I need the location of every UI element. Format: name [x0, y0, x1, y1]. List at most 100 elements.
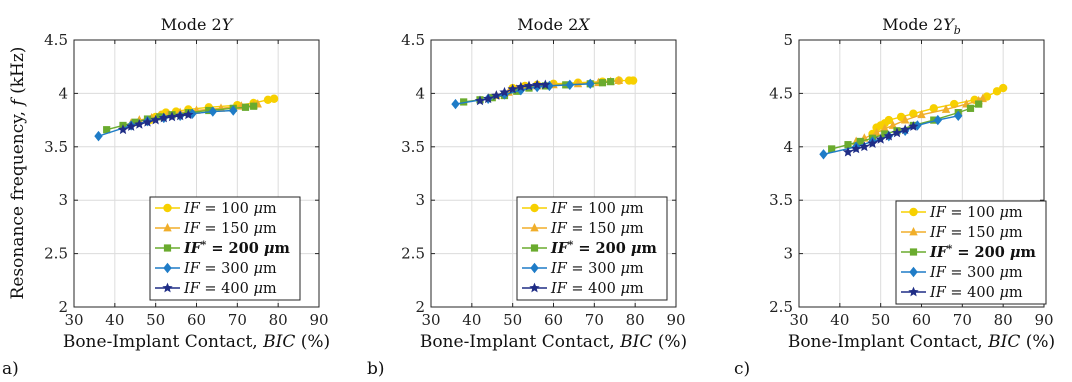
legend-label: IF* = 200 μm: [929, 244, 1037, 261]
data-point: [451, 98, 460, 110]
data-point: [917, 109, 926, 119]
legend-marker: [530, 223, 539, 232]
legend-label: IF = 300 μm: [929, 265, 1023, 281]
x-axis-label: Bone-Implant Contact, BIC (%): [420, 332, 687, 352]
data-point: [954, 110, 963, 122]
data-point: [998, 83, 1008, 93]
data-point: [614, 75, 624, 84]
x-tick-label: 60: [912, 311, 931, 329]
data-point: [888, 120, 898, 129]
data-point: [460, 98, 468, 106]
data-point: [975, 100, 983, 108]
data-point: [607, 78, 615, 86]
data-point: [134, 118, 145, 129]
y-tick-label: 3.5: [401, 138, 425, 156]
data-point: [628, 76, 638, 85]
data-point: [966, 104, 975, 112]
y-tick-label: 3.5: [44, 138, 68, 156]
data-point: [872, 127, 881, 137]
y-tick-label: 5: [783, 31, 793, 49]
chart-panel-2: 30 40 50 60 70 80 90 2 2.5 3 3.5 4 4.5 Mode 2X Bone-Im…: [367, 15, 687, 379]
data-point: [880, 123, 889, 133]
data-point: [978, 93, 987, 103]
y-tick-label: 4.5: [769, 84, 793, 102]
data-point: [900, 115, 910, 124]
data-point: [474, 95, 486, 106]
data-point: [515, 81, 526, 92]
data-point: [844, 141, 852, 149]
y-tick-label: 3: [415, 191, 425, 209]
legend-marker: [163, 223, 172, 232]
x-axis-label: Bone-Implant Contact, BIC (%): [788, 332, 1055, 352]
legend-label: IF* = 200 μm: [550, 240, 658, 257]
y-tick-label: 2.5: [769, 298, 793, 316]
x-tick-label: 40: [462, 311, 481, 329]
legend-marker: [530, 262, 539, 274]
data-point: [881, 130, 889, 138]
legend-marker: [163, 203, 172, 213]
x-tick-label: 40: [830, 311, 849, 329]
legend-label: IF = 300 μm: [550, 261, 644, 277]
legend-label: IF = 100 μm: [183, 201, 277, 217]
x-tick-label: 60: [187, 311, 206, 329]
data-point: [908, 121, 919, 131]
y-tick-label: 4: [415, 84, 425, 102]
data-point: [941, 104, 951, 113]
data-point: [545, 80, 554, 92]
y-tick-label: 4.5: [44, 31, 68, 49]
data-point: [131, 118, 139, 126]
data-point: [491, 90, 502, 100]
data-point: [851, 143, 862, 154]
chart-title: Mode 2Yb: [882, 15, 961, 37]
panel-label: b): [367, 359, 385, 379]
data-point: [586, 78, 595, 89]
data-point: [929, 104, 938, 113]
chart-title: Mode 2X: [517, 15, 590, 34]
chart-panel-1: 30 40 50 60 70 80 90 2 2.5 3 3.5 4 4.5 Mode 2Y Bone-Im…: [2, 15, 330, 379]
data-point: [859, 141, 870, 152]
x-tick-label: 70: [953, 311, 972, 329]
data-point: [875, 133, 886, 144]
legend-label: IF = 400 μm: [929, 285, 1023, 301]
data-point: [250, 102, 258, 110]
data-point: [241, 103, 250, 111]
y-tick-label: 4.5: [401, 31, 425, 49]
data-point: [103, 126, 111, 134]
x-tick-label: 80: [994, 311, 1013, 329]
legend-label: IF = 400 μm: [183, 281, 277, 297]
data-point: [900, 124, 911, 135]
chart-title: Mode 2Y: [161, 15, 234, 34]
data-point: [208, 106, 218, 117]
y-tick-label: 2: [415, 298, 425, 316]
data-point: [867, 138, 878, 148]
legend-label: IF = 300 μm: [183, 261, 277, 277]
y-tick-label: 4: [58, 84, 68, 102]
x-tick-label: 70: [228, 311, 247, 329]
data-point: [856, 137, 864, 146]
legend-label: IF = 150 μm: [550, 221, 644, 237]
data-point: [499, 86, 510, 97]
y-tick-label: 2.5: [401, 245, 425, 263]
legend-marker: [909, 207, 918, 217]
data-point: [565, 79, 575, 91]
data-point: [896, 112, 906, 122]
data-point: [142, 116, 153, 127]
data-point: [819, 149, 828, 160]
chart-panel-3: 30 40 50 60 70 80 90 2.5 3 3.5 4 4.5 5 Mode 2Yb Bone-I…: [734, 15, 1055, 379]
data-point: [933, 114, 943, 126]
legend-marker: [530, 244, 539, 252]
legend-marker: [162, 282, 173, 293]
x-tick-label: 90: [309, 311, 328, 329]
legend-marker: [163, 244, 172, 252]
data-point: [205, 106, 213, 115]
x-tick-label: 80: [269, 311, 288, 329]
y-tick-label: 3: [783, 245, 793, 263]
x-tick-label: 80: [626, 311, 645, 329]
legend: IF = 100 μm IF = 150 μm IF* = 200 μm IF = 3…: [516, 196, 668, 301]
x-tick-label: 50: [503, 311, 522, 329]
legend-marker: [530, 203, 539, 213]
y-axis-label: Resonance frequency, f (kHz): [8, 47, 28, 300]
data-point: [828, 145, 836, 153]
legend-label: IF* = 200 μm: [183, 240, 291, 257]
legend-label: IF = 150 μm: [183, 221, 277, 237]
